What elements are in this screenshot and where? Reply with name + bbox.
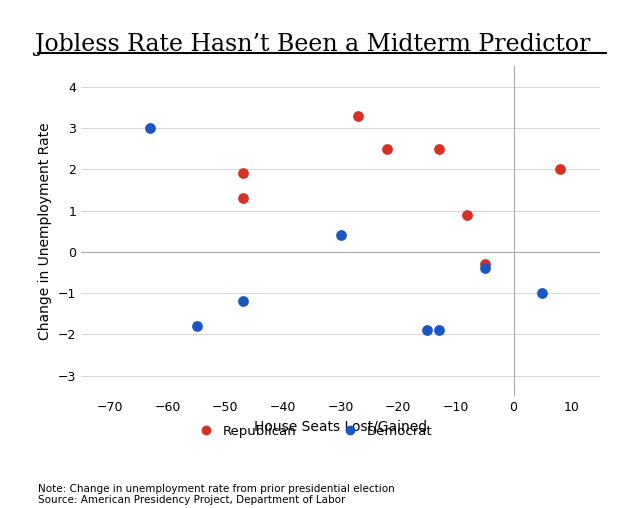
Point bbox=[238, 297, 248, 305]
Point bbox=[434, 144, 444, 152]
Point bbox=[353, 112, 363, 120]
Point bbox=[462, 210, 472, 218]
Point bbox=[554, 165, 564, 173]
Point bbox=[538, 289, 548, 297]
Point bbox=[382, 144, 392, 152]
Point bbox=[480, 264, 490, 272]
Point bbox=[238, 169, 248, 177]
Point bbox=[238, 194, 248, 202]
Text: Note: Change in unemployment rate from prior presidential election
Source: Ameri: Note: Change in unemployment rate from p… bbox=[38, 484, 394, 505]
Legend: Republican, Democrat: Republican, Democrat bbox=[188, 420, 438, 443]
Point bbox=[434, 326, 444, 334]
X-axis label: House Seats Lost/Gained: House Seats Lost/Gained bbox=[254, 420, 428, 434]
Point bbox=[480, 260, 490, 268]
Text: Jobless Rate Hasn’t Been a Midterm Predictor: Jobless Rate Hasn’t Been a Midterm Predi… bbox=[35, 33, 590, 56]
Point bbox=[191, 322, 201, 330]
Point bbox=[422, 326, 432, 334]
Y-axis label: Change in Unemployment Rate: Change in Unemployment Rate bbox=[39, 122, 52, 340]
Point bbox=[336, 231, 346, 239]
Point bbox=[146, 124, 156, 132]
